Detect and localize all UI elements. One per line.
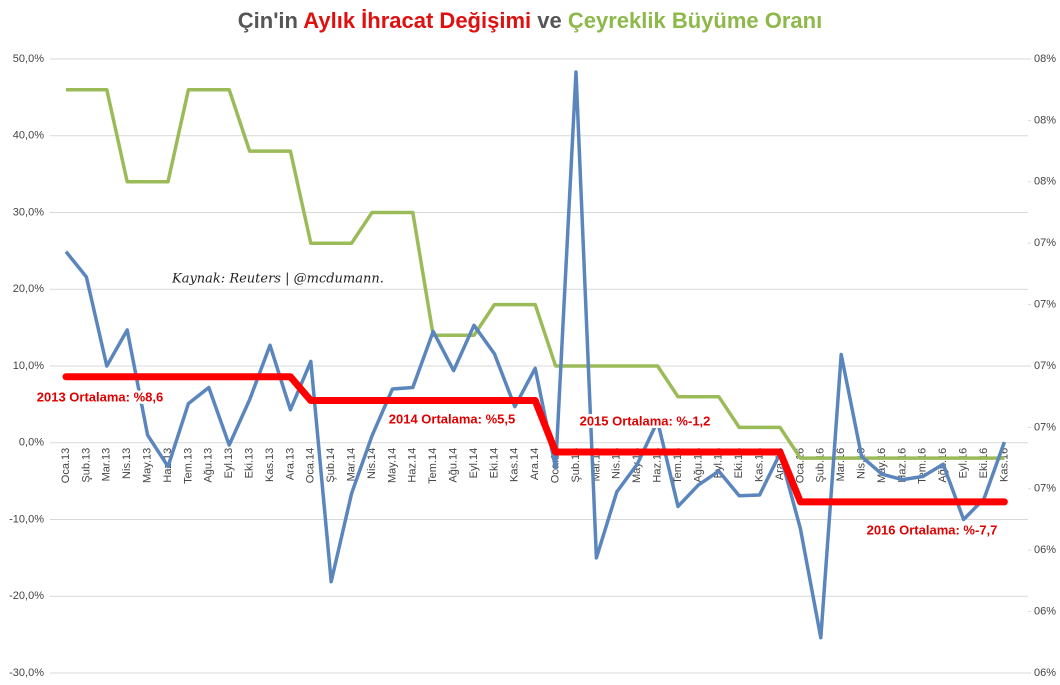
x-tick-label: Şub.13 [80,448,92,483]
chart-title: Çin'in Aylık İhracat Değişimi ve Çeyrekl… [238,8,822,33]
x-tick-label: Tem.13 [182,448,194,484]
x-tick-label: Eki.14 [488,448,500,479]
x-tick-label: Ara.13 [284,448,296,480]
y-tick-label: 30,0% [13,206,44,218]
y-tick-label: 50,0% [13,53,44,65]
x-tick-label: Ağu.13 [203,448,215,483]
y2-tick-label: 07% [1034,421,1056,433]
x-tick-label: Ara.14 [529,448,541,480]
y-tick-label: -20,0% [9,590,44,602]
y-tick-label: 20,0% [13,283,44,295]
x-tick-label: Şub.15 [570,448,582,483]
average-label: 2014 Ortalama: %5,5 [389,411,515,426]
x-tick-label: Eyl.16 [958,448,970,479]
x-tick-label: Eyl.13 [223,448,235,479]
x-tick-label: Mar.14 [346,448,358,482]
y2-tick-label: 07% [1034,237,1056,249]
x-tick-label: Kas.14 [509,448,521,482]
y-tick-label: -30,0% [9,667,44,679]
source-note: Kaynak: Reuters | @mcdumann. [171,272,384,287]
x-tick-label: Kas.15 [754,448,766,482]
x-tick-label: Ağu.14 [448,448,460,483]
y-tick-label: -10,0% [9,513,44,525]
y2-tick-label: 06% [1034,667,1056,679]
y2-tick-label: 08% [1034,114,1056,126]
x-tick-label: Tem.15 [672,448,684,484]
y2-tick-label: 06% [1034,606,1056,618]
x-tick-label: Haz.14 [407,448,419,483]
average-label: 2015 Ortalama: %-1,2 [580,413,711,428]
x-tick-label: Nis.13 [121,448,133,479]
x-tick-label: May.16 [876,448,888,483]
y2-tick-label: 08% [1034,176,1056,188]
x-tick-label: Eki.16 [978,448,990,479]
average-label: 2016 Ortalama: %-7,7 [867,522,998,537]
x-tick-label: Şub.14 [325,448,337,483]
average-connector [776,450,804,504]
x-tick-label: Eki.13 [244,448,256,479]
title-part: ve [537,8,561,33]
average-connector [531,399,559,454]
x-tick-label: Tem.14 [427,448,439,484]
x-tick-label: Ağu.15 [692,448,704,483]
x-tick-label: Mar.13 [101,448,113,482]
title-part: Çin'in [238,8,298,33]
x-tick-label: Kas.13 [264,448,276,482]
x-tick-label: Şub.16 [815,448,827,483]
x-tick-label: Nis.16 [856,448,868,479]
x-tick-label: Oca.13 [60,448,72,483]
y2-tick-label: 07% [1034,299,1056,311]
x-tick-label: Haz.15 [652,448,664,483]
y2-tick-label: 07% [1034,360,1056,372]
y-tick-label: 0,0% [19,437,44,449]
title-part: Çeyreklik Büyüme Oranı [568,8,822,33]
y-tick-label: 40,0% [13,130,44,142]
y2-tick-label: 07% [1034,483,1056,495]
x-tick-label: Nis.15 [611,448,623,479]
y2-tick-label: 06% [1034,544,1056,556]
x-tick-label: Mar.16 [835,448,847,482]
x-tick-label: Kas.16 [998,448,1010,482]
x-tick-label: Eyl.14 [468,448,480,479]
title-part: Aylık İhracat Değişimi [303,8,531,33]
x-tick-label: May.14 [386,448,398,483]
average-label: 2013 Ortalama: %8,6 [37,389,163,404]
y2-tick-label: 08% [1034,53,1056,65]
series-line [64,70,1007,640]
y-tick-label: 10,0% [13,360,44,372]
series-line [66,87,1005,460]
average-connector [287,374,314,403]
x-tick-label: Nis.14 [366,448,378,479]
x-tick-label: May.13 [142,448,154,483]
x-tick-label: Oca.14 [305,448,317,483]
